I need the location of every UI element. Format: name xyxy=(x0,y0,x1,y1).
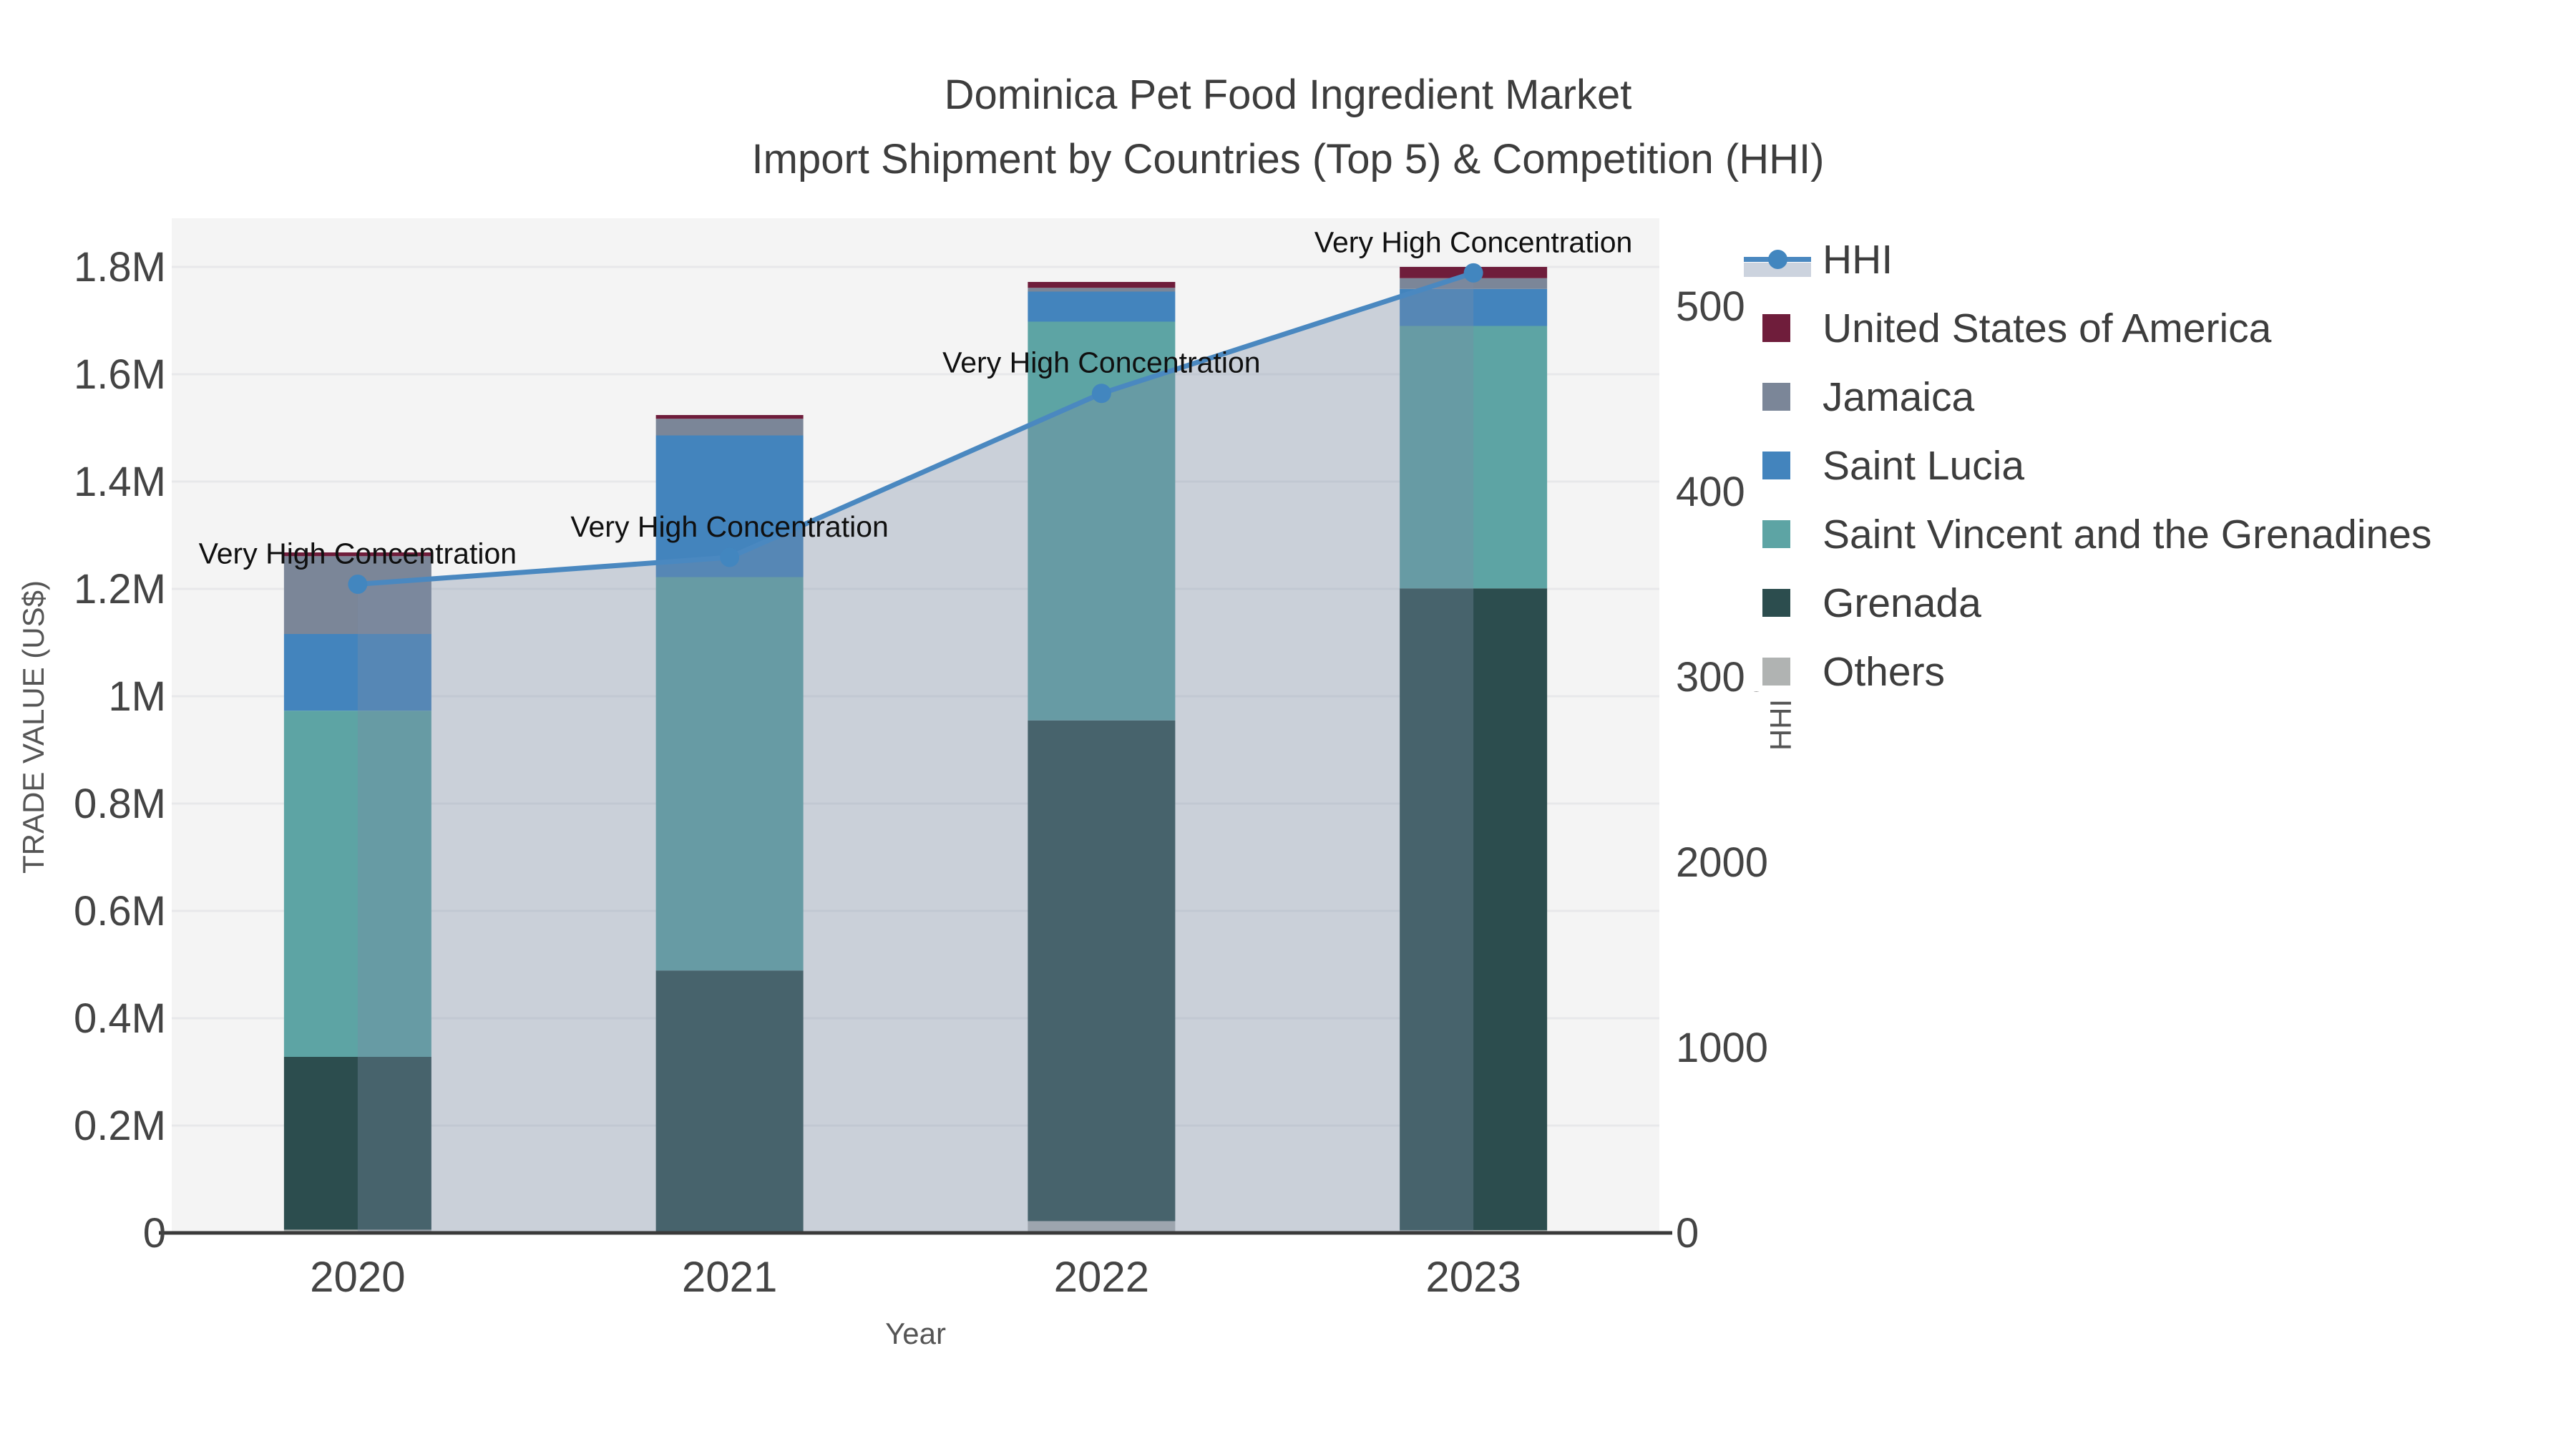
chart-title: Dominica Pet Food Ingredient Market Impo… xyxy=(0,63,2576,192)
legend-swatch-icon xyxy=(1744,294,1823,363)
bar-segment-jamaica-2022 xyxy=(1028,288,1176,292)
chart-title-line2: Import Shipment by Countries (Top 5) & C… xyxy=(751,136,1825,182)
color-swatch-grenada xyxy=(1762,589,1790,617)
bar-segment-united-states-of-america-2020 xyxy=(283,552,431,557)
color-swatch-saint-lucia xyxy=(1762,452,1790,479)
legend-item-others[interactable]: Others xyxy=(1744,638,2567,706)
y-left-tick-1M: 1M xyxy=(108,673,166,720)
annotation-2021: Very High Concentration xyxy=(570,510,888,543)
bar-segment-saint-lucia-2022 xyxy=(1028,291,1176,322)
legend-swatch-icon xyxy=(1744,363,1823,431)
x-axis-title: Year xyxy=(885,1317,946,1350)
bar-segment-grenada-2020 xyxy=(283,1057,431,1230)
bar-segment-saint-lucia-2020 xyxy=(283,634,431,711)
bar-segment-united-states-of-america-2021 xyxy=(655,415,804,419)
y-left-tick-1.6M: 1.6M xyxy=(74,351,166,398)
legend-label: Saint Vincent and the Grenadines xyxy=(1823,512,2432,557)
annotation-2020: Very High Concentration xyxy=(199,537,517,570)
legend-item-saint-vincent-and-the-grenadines[interactable]: Saint Vincent and the Grenadines xyxy=(1744,500,2567,569)
legend-swatch-icon xyxy=(1744,500,1823,569)
legend-swatch-icon xyxy=(1744,569,1823,638)
legend-box xyxy=(1746,228,2569,691)
hhi-line xyxy=(357,270,1475,587)
hhi-marker-swatch xyxy=(1768,250,1787,269)
x-tick-2021: 2021 xyxy=(682,1253,777,1301)
legend-label: Jamaica xyxy=(1823,374,1975,420)
legend-item-saint-lucia[interactable]: Saint Lucia xyxy=(1744,431,2567,500)
x-tick-2020: 2020 xyxy=(310,1253,405,1301)
color-swatch-jamaica xyxy=(1762,383,1790,411)
annotation-2022: Very High Concentration xyxy=(942,346,1260,379)
y-right-axis-title: HHI xyxy=(1764,699,1797,751)
legend-label: Others xyxy=(1823,649,1946,695)
y-left-tick-0.4M: 0.4M xyxy=(74,995,166,1042)
legend-item-united-states-of-america[interactable]: United States of America xyxy=(1744,294,2567,363)
bar-segment-grenada-2023 xyxy=(1400,588,1548,1231)
y-left-tick-0: 0 xyxy=(143,1210,166,1257)
bar-segment-jamaica-2021 xyxy=(655,419,804,436)
legend-label: Grenada xyxy=(1823,580,1981,626)
legend-label: Saint Lucia xyxy=(1823,443,2025,489)
legend-label: HHI xyxy=(1823,237,1893,283)
bar-segment-united-states-of-america-2022 xyxy=(1028,282,1176,288)
hhi-area-fill xyxy=(357,273,1474,1233)
legend-item-jamaica[interactable]: Jamaica xyxy=(1744,363,2567,431)
bar-segment-saint-vincent-and-the-grenadines-2021 xyxy=(655,577,804,971)
y-left-tick-1.8M: 1.8M xyxy=(74,244,166,291)
hhi-marker-2023 xyxy=(1463,263,1483,283)
x-tick-2023: 2023 xyxy=(1425,1253,1521,1301)
bar-segment-grenada-2022 xyxy=(1028,720,1176,1221)
y-right-tick-2000: 2000 xyxy=(1676,839,1768,886)
y-left-tick-1.2M: 1.2M xyxy=(74,566,166,613)
legend-swatch-icon xyxy=(1744,431,1823,500)
bar-segment-saint-vincent-and-the-grenadines-2020 xyxy=(283,711,431,1057)
bar-segment-others-2022 xyxy=(1028,1221,1176,1233)
y-left-tick-0.8M: 0.8M xyxy=(74,781,166,827)
hhi-marker-2022 xyxy=(1091,384,1111,404)
y-right-tick-0: 0 xyxy=(1676,1210,1699,1257)
x-tick-2022: 2022 xyxy=(1054,1253,1149,1301)
hhi-marker-2021 xyxy=(720,547,740,567)
color-swatch-united-states-of-america xyxy=(1762,314,1790,342)
hhi-area-swatch xyxy=(1744,263,1811,277)
y-left-tick-labels: 0 0.2M 0.4M 0.6M 0.8M 1M 1.2M 1.4M 1.6M 1.8M xyxy=(74,244,166,1257)
y-left-tick-0.6M: 0.6M xyxy=(74,888,166,935)
y-left-tick-0.2M: 0.2M xyxy=(74,1103,166,1149)
bar-segment-saint-vincent-and-the-grenadines-2023 xyxy=(1400,326,1548,589)
bar-segment-jamaica-2020 xyxy=(283,556,431,634)
legend-label: United States of America xyxy=(1823,306,2272,351)
y-left-tick-1.4M: 1.4M xyxy=(74,459,166,505)
hhi-marker-2020 xyxy=(348,575,368,594)
y-right-tick-1000: 1000 xyxy=(1676,1025,1768,1071)
hhi-line-legend-icon xyxy=(1744,225,1823,294)
bar-segment-saint-lucia-2023 xyxy=(1400,288,1548,326)
color-swatch-others xyxy=(1762,658,1790,686)
annotation-2023: Very High Concentration xyxy=(1314,225,1632,258)
bar-segment-grenada-2021 xyxy=(655,970,804,1233)
legend-item-hhi[interactable]: HHI xyxy=(1744,225,2567,294)
color-swatch-saint-vincent-and-the-grenadines xyxy=(1762,520,1790,548)
y-left-axis-title: TRADE VALUE (US$) xyxy=(16,580,50,874)
chart-title-line1: Dominica Pet Food Ingredient Market xyxy=(944,72,1632,118)
legend-item-grenada[interactable]: Grenada xyxy=(1744,569,2567,638)
legend-swatch-icon xyxy=(1744,638,1823,706)
